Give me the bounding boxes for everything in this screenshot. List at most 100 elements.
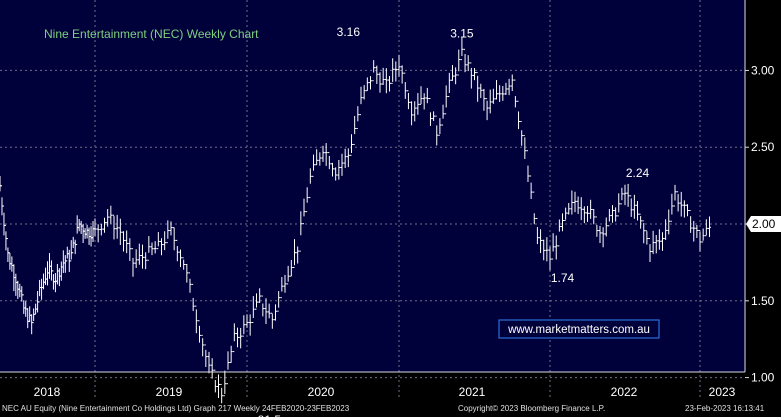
price-bar — [642, 220, 646, 244]
price-bar — [491, 88, 495, 104]
price-bar — [542, 239, 546, 261]
price-bar — [579, 197, 583, 221]
price-bar — [150, 242, 154, 256]
price-bar — [236, 327, 239, 348]
price-bar — [375, 65, 379, 84]
price-bar — [529, 175, 533, 199]
price-bar — [667, 209, 671, 235]
price-bar — [629, 195, 633, 217]
price-bar — [648, 238, 652, 262]
price-bar — [410, 101, 414, 126]
x-tick-label: 2020 — [308, 385, 335, 399]
price-bar — [554, 235, 558, 260]
price-bar — [99, 223, 103, 236]
price-bar — [122, 231, 125, 252]
price-bar — [318, 152, 322, 166]
x-tick-label: 2022 — [611, 385, 638, 399]
price-bar — [359, 86, 363, 116]
price-bar — [520, 120, 524, 146]
price-bar — [220, 383, 224, 404]
price-bar — [191, 283, 195, 312]
price-bar — [394, 61, 398, 82]
price-bar — [626, 183, 630, 207]
price-bar — [561, 213, 564, 232]
y-tick-label: 2.50 — [751, 140, 775, 154]
price-bar — [513, 79, 517, 108]
annotation-label: 2.24 — [626, 166, 650, 180]
price-bar — [93, 218, 97, 237]
price-bar — [469, 62, 473, 89]
price-bar — [356, 106, 360, 130]
price-bar — [258, 288, 262, 303]
price-bar — [689, 210, 693, 233]
price-bar — [661, 232, 664, 251]
price-bar — [428, 98, 432, 126]
price-bar — [447, 72, 451, 98]
price-bar — [353, 115, 357, 145]
price-bar — [175, 239, 179, 262]
price-bar — [413, 101, 417, 122]
price-bar — [365, 77, 369, 92]
price-bar — [523, 135, 527, 160]
price-bar — [137, 243, 141, 265]
price-bar — [567, 202, 571, 215]
price-bar — [362, 85, 366, 100]
price-bar — [403, 72, 407, 99]
footer-right: 23-Feb-2023 16:13:41 — [685, 404, 765, 413]
price-bar — [274, 304, 277, 321]
series-ohlc — [0, 36, 711, 404]
price-bar — [397, 54, 401, 77]
price-bar — [217, 374, 220, 398]
price-bar — [639, 213, 643, 229]
x-tick-label: 2021 — [459, 385, 486, 399]
price-bar — [334, 167, 338, 181]
price-bar — [654, 235, 658, 254]
price-bar — [169, 221, 173, 236]
price-bar — [245, 314, 249, 328]
price-bar — [302, 198, 306, 225]
price-bar — [570, 190, 574, 215]
price-bar — [432, 111, 436, 121]
price-bar — [598, 225, 602, 244]
price-bar — [210, 358, 214, 379]
price-bar — [153, 241, 157, 254]
price-bar — [664, 219, 668, 240]
price-bar — [299, 211, 303, 252]
y-tick-label: 3.00 — [751, 63, 775, 77]
price-bar — [286, 265, 290, 285]
price-bar — [160, 238, 163, 256]
price-bar — [213, 369, 217, 393]
price-bar — [682, 200, 686, 218]
price-bar — [115, 214, 119, 239]
price-bar — [425, 87, 429, 104]
price-bar — [251, 296, 255, 323]
price-bar — [657, 229, 661, 250]
price-bar — [517, 100, 521, 130]
price-bar — [463, 48, 467, 73]
price-bar — [248, 314, 252, 336]
price-bar — [645, 230, 649, 245]
price-bar — [673, 184, 677, 207]
price-bar — [539, 229, 543, 254]
price-bar — [128, 238, 132, 261]
price-bar — [676, 191, 680, 212]
price-bar — [479, 83, 483, 99]
price-bar — [460, 36, 464, 61]
price-bar — [532, 191, 536, 225]
price-bar — [457, 49, 461, 76]
price-bar — [617, 193, 621, 217]
price-bar — [369, 76, 372, 90]
price-bar — [321, 145, 325, 162]
x-tick-label: 2019 — [156, 385, 183, 399]
price-bar — [118, 218, 122, 245]
price-bar — [156, 232, 160, 250]
price-bar — [595, 216, 599, 237]
price-bar — [147, 236, 151, 261]
price-bar — [315, 149, 319, 166]
price-bar — [498, 85, 502, 102]
price-bar — [223, 370, 227, 397]
price-bar — [378, 72, 382, 93]
price-bar — [166, 220, 170, 244]
price-bar — [589, 199, 593, 219]
price-bar — [551, 233, 555, 260]
